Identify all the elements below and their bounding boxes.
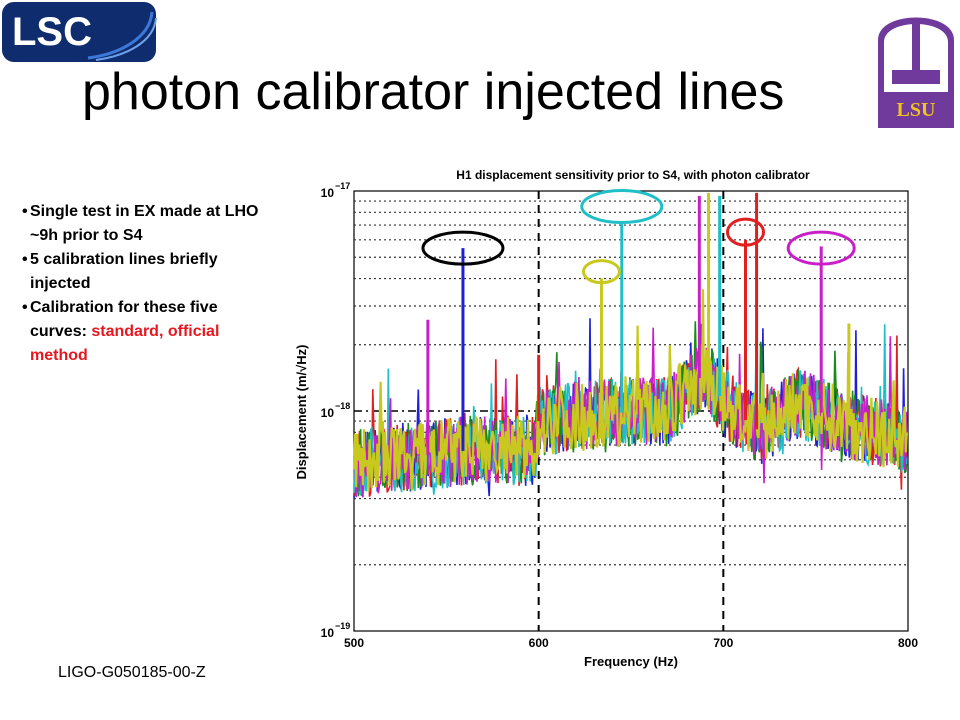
y-tick-exponent: −19 <box>335 621 350 631</box>
bullet-item-2: 5 calibration lines briefly injected <box>22 248 272 296</box>
highlight-circle <box>581 259 621 285</box>
y-tick-exponent: −17 <box>335 181 350 191</box>
y-tick-label: 10 <box>321 626 335 640</box>
highlight-circle <box>786 230 856 266</box>
bullet-item-1: Single test in EX made at LHO ~9h prior … <box>22 200 272 248</box>
lsc-logo-icon: LSC <box>2 2 157 62</box>
lsu-building-icon <box>892 70 940 84</box>
chart-title: H1 displacement sensitivity prior to S4,… <box>456 168 810 182</box>
lsu-seal-text: LSU <box>897 99 936 121</box>
x-axis-label: Frequency (Hz) <box>584 654 678 669</box>
bullet-highlight: standard, official method <box>30 323 220 364</box>
bullet-list: Single test in EX made at LHO ~9h prior … <box>22 200 272 368</box>
bullet-text: 5 calibration lines briefly injected <box>30 251 218 292</box>
y-axis-label: Displacement (m/√Hz) <box>294 345 309 480</box>
bullet-item-3: Calibration for these five curves: stand… <box>22 296 272 368</box>
bullet-text: Single test in EX made at LHO ~9h prior … <box>30 203 259 244</box>
highlight-circle <box>421 230 505 266</box>
x-tick-label: 600 <box>529 636 549 650</box>
x-tick-label: 700 <box>713 636 733 650</box>
lsc-logo-swoosh <box>87 11 154 60</box>
series-trace <box>353 327 908 498</box>
highlight-circle <box>725 217 765 247</box>
lsc-logo-swoosh-2 <box>95 17 157 61</box>
highlight-circle <box>580 189 664 225</box>
y-tick-label: 10 <box>321 406 335 420</box>
y-tick-exponent: −18 <box>335 401 350 411</box>
series-trace <box>352 289 908 492</box>
x-tick-label: 800 <box>898 636 918 650</box>
x-tick-label: 500 <box>344 636 364 650</box>
lsu-seal-icon: LSU <box>878 17 954 128</box>
lsc-logo-background <box>2 2 156 62</box>
lsu-tower-icon <box>912 22 920 74</box>
slide-title: photon calibrator injected lines <box>82 63 785 121</box>
footer-document-id: LIGO-G050185-00-Z <box>58 664 206 681</box>
lsc-logo-text: LSC <box>12 10 92 54</box>
bullet-text: Calibration for these five curves: <box>30 299 218 340</box>
y-tick-label: 10 <box>321 186 335 200</box>
